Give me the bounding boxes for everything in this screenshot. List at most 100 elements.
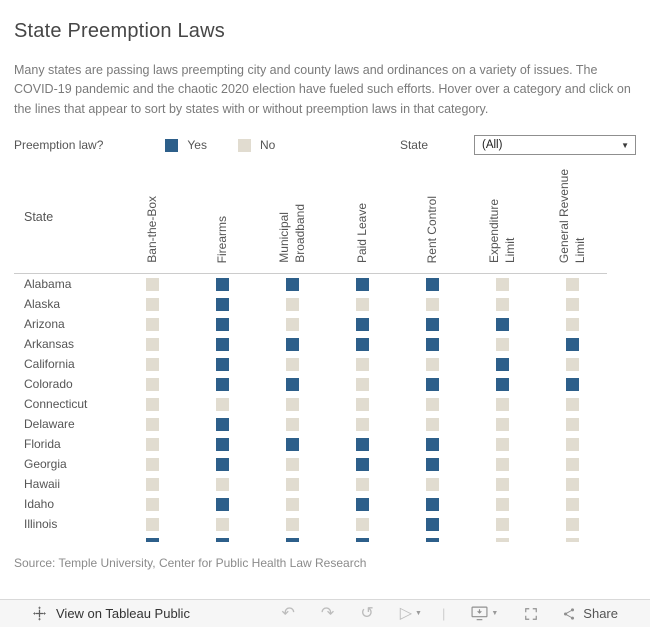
mark-no[interactable] bbox=[495, 517, 509, 531]
mark-yes[interactable] bbox=[285, 537, 299, 543]
mark-no[interactable] bbox=[495, 397, 509, 411]
mark-no[interactable] bbox=[495, 297, 509, 311]
column-header[interactable]: Paid Leave bbox=[327, 161, 397, 273]
mark-no[interactable] bbox=[565, 417, 579, 431]
mark-yes[interactable] bbox=[215, 317, 229, 331]
mark-no[interactable] bbox=[495, 437, 509, 451]
mark-no[interactable] bbox=[355, 477, 369, 491]
tableau-logo-icon[interactable] bbox=[32, 606, 47, 621]
column-header[interactable]: Rent Control bbox=[397, 161, 467, 273]
state-filter-dropdown[interactable]: (All) ▼ bbox=[474, 135, 636, 156]
mark-no[interactable] bbox=[285, 317, 299, 331]
mark-yes[interactable] bbox=[565, 337, 579, 351]
mark-no[interactable] bbox=[495, 477, 509, 491]
mark-yes[interactable] bbox=[215, 357, 229, 371]
redo-icon[interactable]: ↷ bbox=[320, 604, 335, 622]
mark-yes[interactable] bbox=[215, 437, 229, 451]
mark-yes[interactable] bbox=[355, 497, 369, 511]
mark-no[interactable] bbox=[425, 297, 439, 311]
mark-no[interactable] bbox=[355, 357, 369, 371]
mark-no[interactable] bbox=[285, 517, 299, 531]
download-icon[interactable]: ▼ bbox=[471, 606, 498, 621]
mark-no[interactable] bbox=[425, 477, 439, 491]
mark-no[interactable] bbox=[145, 317, 159, 331]
mark-yes[interactable] bbox=[425, 537, 439, 543]
mark-yes[interactable] bbox=[425, 317, 439, 331]
column-header[interactable]: Firearms bbox=[187, 161, 257, 273]
mark-no[interactable] bbox=[495, 277, 509, 291]
view-on-tableau-link[interactable]: View on Tableau Public bbox=[56, 606, 190, 621]
mark-no[interactable] bbox=[565, 517, 579, 531]
mark-no[interactable] bbox=[495, 537, 509, 543]
share-button[interactable]: Share bbox=[562, 606, 618, 621]
mark-no[interactable] bbox=[355, 517, 369, 531]
mark-no[interactable] bbox=[425, 417, 439, 431]
mark-yes[interactable] bbox=[215, 457, 229, 471]
mark-no[interactable] bbox=[565, 277, 579, 291]
mark-no[interactable] bbox=[215, 477, 229, 491]
fullscreen-icon[interactable] bbox=[524, 607, 538, 621]
mark-yes[interactable] bbox=[215, 377, 229, 391]
mark-no[interactable] bbox=[145, 297, 159, 311]
column-header[interactable]: Municipal Broadband bbox=[257, 161, 327, 273]
mark-yes[interactable] bbox=[215, 277, 229, 291]
mark-yes[interactable] bbox=[565, 377, 579, 391]
mark-yes[interactable] bbox=[355, 537, 369, 543]
mark-no[interactable] bbox=[355, 417, 369, 431]
mark-no[interactable] bbox=[565, 477, 579, 491]
mark-no[interactable] bbox=[145, 517, 159, 531]
mark-no[interactable] bbox=[355, 397, 369, 411]
mark-no[interactable] bbox=[145, 337, 159, 351]
mark-no[interactable] bbox=[495, 457, 509, 471]
mark-yes[interactable] bbox=[425, 377, 439, 391]
mark-yes[interactable] bbox=[355, 277, 369, 291]
mark-no[interactable] bbox=[565, 317, 579, 331]
reset-icon[interactable]: ↺ bbox=[360, 604, 374, 622]
mark-yes[interactable] bbox=[425, 337, 439, 351]
mark-yes[interactable] bbox=[145, 537, 159, 543]
mark-yes[interactable] bbox=[425, 437, 439, 451]
mark-no[interactable] bbox=[145, 277, 159, 291]
mark-yes[interactable] bbox=[425, 517, 439, 531]
mark-no[interactable] bbox=[495, 497, 509, 511]
mark-no[interactable] bbox=[565, 297, 579, 311]
mark-no[interactable] bbox=[355, 377, 369, 391]
legend-item-yes[interactable]: Yes bbox=[165, 138, 207, 152]
mark-no[interactable] bbox=[145, 477, 159, 491]
mark-yes[interactable] bbox=[285, 337, 299, 351]
mark-no[interactable] bbox=[565, 437, 579, 451]
mark-no[interactable] bbox=[285, 397, 299, 411]
mark-no[interactable] bbox=[285, 497, 299, 511]
mark-yes[interactable] bbox=[285, 437, 299, 451]
mark-yes[interactable] bbox=[215, 337, 229, 351]
column-header[interactable]: Expenditure Limit bbox=[467, 161, 537, 273]
mark-no[interactable] bbox=[145, 377, 159, 391]
mark-yes[interactable] bbox=[355, 337, 369, 351]
mark-yes[interactable] bbox=[355, 457, 369, 471]
mark-yes[interactable] bbox=[425, 457, 439, 471]
mark-no[interactable] bbox=[565, 397, 579, 411]
mark-no[interactable] bbox=[425, 357, 439, 371]
mark-no[interactable] bbox=[565, 537, 579, 543]
mark-no[interactable] bbox=[355, 297, 369, 311]
mark-yes[interactable] bbox=[215, 497, 229, 511]
mark-no[interactable] bbox=[215, 517, 229, 531]
column-header[interactable]: General Revenue Limit bbox=[537, 161, 607, 273]
mark-no[interactable] bbox=[145, 397, 159, 411]
mark-yes[interactable] bbox=[495, 317, 509, 331]
mark-yes[interactable] bbox=[495, 357, 509, 371]
mark-no[interactable] bbox=[565, 357, 579, 371]
mark-no[interactable] bbox=[425, 397, 439, 411]
mark-yes[interactable] bbox=[285, 377, 299, 391]
mark-no[interactable] bbox=[285, 357, 299, 371]
legend-item-no[interactable]: No bbox=[237, 138, 275, 152]
mark-no[interactable] bbox=[145, 417, 159, 431]
mark-yes[interactable] bbox=[215, 537, 229, 543]
mark-no[interactable] bbox=[145, 357, 159, 371]
mark-no[interactable] bbox=[285, 477, 299, 491]
mark-no[interactable] bbox=[145, 437, 159, 451]
mark-yes[interactable] bbox=[355, 437, 369, 451]
mark-no[interactable] bbox=[495, 337, 509, 351]
mark-yes[interactable] bbox=[215, 297, 229, 311]
mark-yes[interactable] bbox=[355, 317, 369, 331]
